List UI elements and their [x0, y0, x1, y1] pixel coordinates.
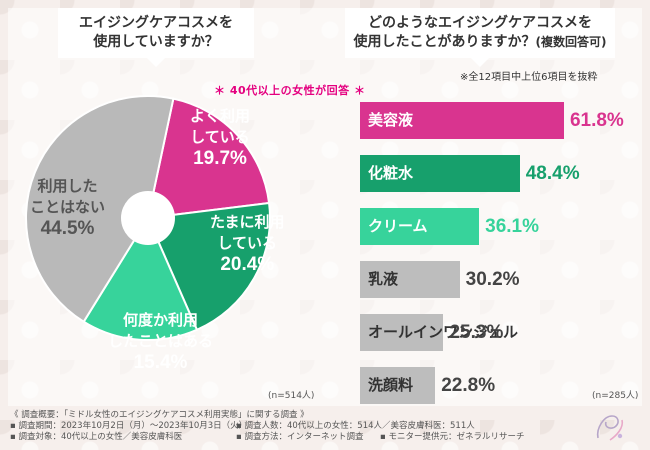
bar-value-label: 25.3% [449, 322, 504, 343]
question-1-line2: 使用していますか？ [93, 34, 219, 50]
bar-category-label: クリーム [368, 217, 428, 235]
brand-logo-icon [596, 415, 624, 441]
bar-row-2: 化粧水 48.4% [360, 155, 640, 192]
pie-hole [121, 191, 175, 245]
bar-row-6: 洗顔料 22.8% [360, 367, 640, 404]
bar-row-4: 乳液 30.2% [360, 261, 640, 298]
pie-slice-label-3: 何度か利用したことはある 15.4% [108, 310, 213, 373]
bar-2 [360, 155, 520, 192]
respondent-target: ＊ 40代以上の女性が回答 ＊ [214, 84, 366, 97]
pie-slice-value: 19.7% [193, 148, 247, 169]
question-1-line1: エイジングケアコスメを [79, 15, 233, 31]
footer-provider: ▪ モニター提供元：ゼネラルリサーチ [380, 432, 525, 442]
pie-slice-label-line1: 何度か利用 [123, 311, 199, 329]
pie-slice-label-1: よく利用している 19.7% [190, 106, 250, 169]
bar-row-1: 美容液 61.8% [360, 102, 640, 139]
footer-title-row: 《 調査概要：「ミドル女性のエイジングケアコスメ利用実態」に関する調査 》 [10, 410, 309, 421]
pie-slice-label-line1: 利用した [37, 177, 98, 195]
footer-target: ▪ 調査対象：40代以上の女性／美容皮膚科医 [10, 432, 183, 442]
survey-footer: 《 調査概要：「ミドル女性のエイジングケアコスメ利用実態」に関する調査 》 ▪ … [10, 410, 524, 443]
question-2-sub: (複数回答可) [535, 35, 607, 49]
footer-title: 《 調査概要：「ミドル女性のエイジングケアコスメ利用実態」に関する調査 》 [10, 410, 309, 420]
pie-slice-label-2: たまに利用している 20.4% [210, 212, 285, 275]
bar-value-label: 48.4% [525, 163, 580, 184]
pie-slice-value: 44.5% [40, 218, 95, 239]
pie-slice-label-line2: ことはない [30, 198, 106, 216]
footer-respondents: ▪ 調査人数：40代以上の女性：514人／美容皮膚科医：511人 [236, 421, 475, 431]
bar-3 [360, 208, 480, 245]
bar-value-label: 22.8% [441, 375, 496, 396]
bar-value-label: 30.2% [465, 269, 520, 290]
bar-category-label: 美容液 [368, 111, 414, 129]
pie-slice-label-line2: している [217, 234, 278, 252]
pie-slice-value: 20.4% [220, 254, 275, 275]
selection-note: ※全12項目中上位6項目を抜粋 [460, 72, 598, 83]
question-2-line1: どのようなエイジングケアコスメを [368, 15, 592, 31]
question-2-bubble: どのようなエイジングケアコスメを 使用したことがありますか？(複数回答可) [345, 8, 615, 67]
bar-category-label: 洗顔料 [368, 376, 414, 394]
pie-slice-label-line1: よく利用 [190, 107, 251, 125]
pie-slice-3 [82, 215, 199, 341]
question-2-line2: 使用したことがありますか？ [353, 34, 536, 50]
pie-slice-label-4: 利用したことはない 44.5% [30, 176, 105, 239]
bar-value-label: 61.8% [569, 110, 624, 131]
bar-1 [360, 102, 564, 139]
pie-slice-value: 15.4% [133, 352, 188, 373]
bar-category-label: 乳液 [368, 270, 399, 288]
bar-4 [360, 261, 460, 298]
footer-row-2: ▪ 調査対象：40代以上の女性／美容皮膚科医 ▪ 調査方法：インターネット調査 ▪ … [10, 432, 524, 443]
pie-slice-label-line2: している [190, 128, 250, 146]
footer-row-1: ▪ 調査期間：2023年10月2日（月）～2023年10月3日（火） ▪ 調査人数… [10, 421, 475, 432]
bar-5 [360, 314, 444, 351]
pie-slice-label-line1: たまに利用 [210, 213, 285, 231]
pie-n-label: (n=514人) [268, 391, 315, 401]
pie-slice-label-line2: したことはある [108, 332, 214, 350]
question-2-line2-wrap: 使用したことがありますか？(複数回答可) [345, 33, 615, 52]
footer-method: ▪ 調査方法：インターネット調査 [236, 432, 364, 442]
pie-slice-1 [146, 97, 271, 220]
pie-slice-2 [146, 201, 271, 332]
bar-n-label: (n=285人) [592, 391, 639, 401]
bar-row-5: オールインワンジェル 25.3% [360, 314, 640, 351]
bar-row-3: クリーム 36.1% [360, 208, 640, 245]
footer-period: ▪ 調査期間：2023年10月2日（月）～2023年10月3日（火） [10, 421, 248, 431]
question-1-bubble: エイジングケアコスメを 使用していますか？ [58, 8, 254, 67]
bar-category-label: 化粧水 [368, 164, 414, 182]
bar-value-label: 36.1% [485, 216, 539, 237]
pie-slice-4 [25, 95, 175, 324]
bar-category-label: オールインワンジェル [368, 323, 519, 341]
bar-6 [360, 367, 436, 404]
